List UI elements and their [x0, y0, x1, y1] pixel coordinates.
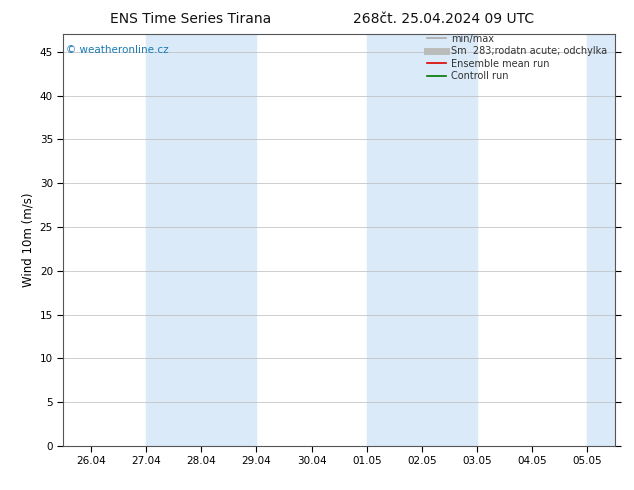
Bar — [146, 34, 256, 446]
Text: 268čt. 25.04.2024 09 UTC: 268čt. 25.04.2024 09 UTC — [353, 12, 534, 26]
Legend: min/max, Sm  283;rodatn acute; odchylka, Ensemble mean run, Controll run: min/max, Sm 283;rodatn acute; odchylka, … — [424, 31, 610, 84]
Y-axis label: Wind 10m (m/s): Wind 10m (m/s) — [21, 193, 34, 287]
Text: © weatheronline.cz: © weatheronline.cz — [66, 45, 169, 54]
Bar — [366, 34, 477, 446]
Bar — [588, 34, 634, 446]
Text: ENS Time Series Tirana: ENS Time Series Tirana — [110, 12, 271, 26]
